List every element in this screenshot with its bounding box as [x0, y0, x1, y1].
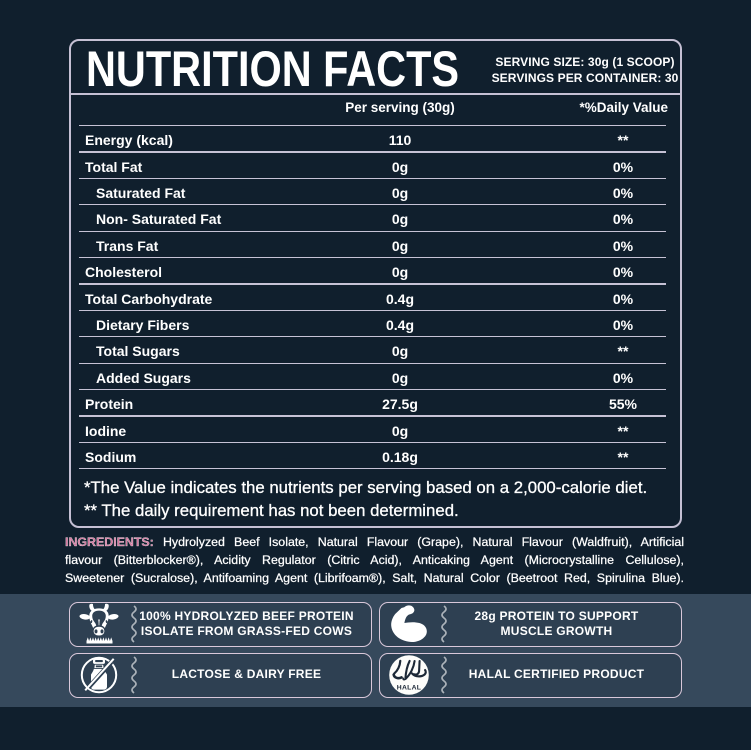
svg-text:HALAL: HALAL	[397, 685, 422, 692]
